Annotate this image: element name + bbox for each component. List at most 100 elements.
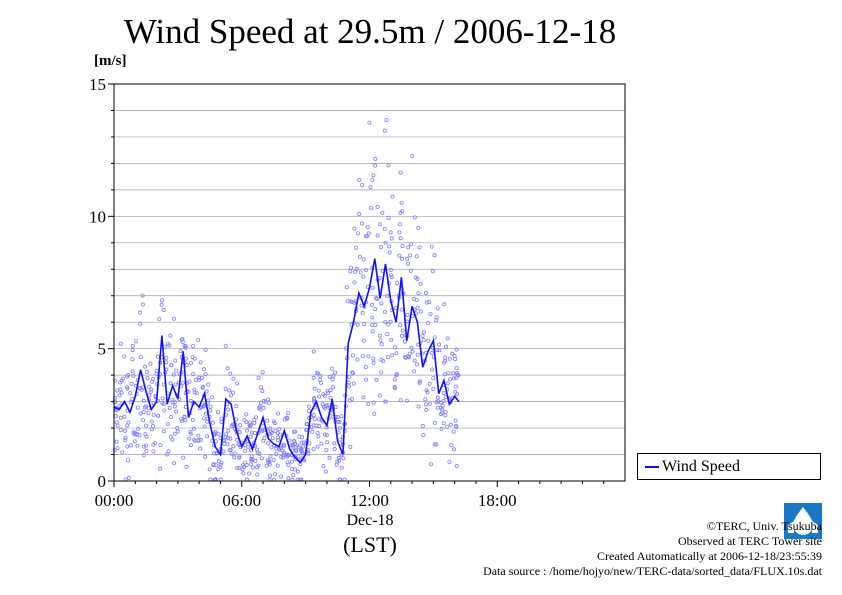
scatter-point (296, 454, 301, 459)
scatter-point (435, 347, 440, 352)
scatter-point (167, 405, 172, 410)
scatter-point (357, 178, 362, 183)
scatter-point (205, 434, 210, 439)
scatter-point (264, 463, 269, 468)
scatter-point (407, 351, 412, 356)
scatter-point (225, 407, 230, 412)
scatter-point (126, 373, 131, 378)
scatter-point (147, 384, 152, 389)
scatter-point (375, 233, 380, 238)
scatter-point (182, 414, 187, 419)
scatter-point (154, 368, 159, 373)
scatter-point (216, 431, 221, 436)
scatter-point (428, 312, 433, 317)
scatter-point (451, 371, 456, 376)
scatter-point (143, 364, 148, 369)
scatter-point (423, 397, 428, 402)
scatter-point (118, 387, 123, 392)
scatter-point (442, 372, 447, 377)
grid-lines (114, 110, 625, 455)
scatter-point (232, 455, 237, 460)
y-tick-label: 5 (98, 340, 107, 359)
scatter-point (141, 453, 146, 458)
scatter-point (257, 451, 262, 456)
scatter-point (118, 341, 123, 346)
scatter-point (335, 419, 340, 424)
scatter-point (136, 426, 141, 431)
scatter-point (361, 395, 366, 400)
scatter-point (122, 414, 127, 419)
scatter-point (408, 242, 413, 247)
scatter-point (155, 354, 160, 359)
x-tick-label: 18:00 (478, 491, 517, 510)
scatter-point (399, 200, 404, 205)
scatter-point (208, 408, 213, 413)
scatter-point (196, 337, 201, 342)
scatter-point (420, 424, 425, 429)
scatter-point (294, 449, 299, 454)
scatter-point (448, 422, 453, 427)
scatter-point (336, 430, 341, 435)
scatter-point (347, 374, 352, 379)
scatter-point (112, 378, 117, 383)
scatter-point (414, 362, 419, 367)
scatter-point (139, 387, 144, 392)
scatter-point (218, 462, 223, 467)
scatter-point (138, 321, 143, 326)
scatter-point (268, 473, 273, 478)
scatter-point (192, 390, 197, 395)
scatter-point (216, 410, 221, 415)
scatter-point (412, 358, 417, 363)
scatter-point (260, 388, 265, 393)
scatter-point (140, 293, 145, 298)
scatter-point (219, 460, 224, 465)
scatter-point (126, 420, 131, 425)
scatter-point (191, 426, 196, 431)
scatter-point (378, 338, 383, 343)
scatter-point (277, 432, 282, 437)
y-axis-unit: [m/s] (94, 53, 127, 69)
plot-frame (113, 83, 626, 482)
scatter-point (382, 309, 387, 314)
scatter-point (384, 117, 389, 122)
scatter-point (183, 356, 188, 361)
scatter-point (451, 429, 456, 434)
scatter-point (267, 462, 272, 467)
scatter-point (353, 269, 358, 274)
scatter-point (321, 392, 326, 397)
scatter-point (405, 319, 410, 324)
scatter-point (271, 457, 276, 462)
scatter-point (289, 466, 294, 471)
scatter-point (252, 418, 257, 423)
scatter-point (225, 442, 230, 447)
scatter-point (368, 185, 373, 190)
scatter-point (400, 209, 405, 214)
scatter-point (261, 438, 266, 443)
scatter-point (230, 390, 235, 395)
scatter-point (188, 429, 193, 434)
scatter-point (309, 425, 314, 430)
scatter-point (349, 265, 354, 270)
scatter-point (414, 254, 419, 259)
scatter-point (193, 378, 198, 383)
scatter-point (120, 450, 125, 455)
scatter-point (113, 414, 118, 419)
scatter-point (431, 376, 436, 381)
scatter-point (353, 245, 358, 250)
scatter-point (210, 420, 215, 425)
scatter-point (368, 205, 373, 210)
scatter-point (280, 448, 285, 453)
scatter-point (129, 381, 134, 386)
scatter-point (447, 459, 452, 464)
scatter-point (244, 463, 249, 468)
scatter-point (406, 355, 411, 360)
footer-site: Observed at TERC Tower site (677, 534, 822, 548)
y-tick-label: 10 (89, 207, 106, 226)
scatter-point (379, 357, 384, 362)
scatter-point (409, 345, 414, 350)
scatter-point (203, 454, 208, 459)
scatter-point (348, 444, 353, 449)
scatter-point (299, 440, 304, 445)
scatter-point (315, 444, 320, 449)
